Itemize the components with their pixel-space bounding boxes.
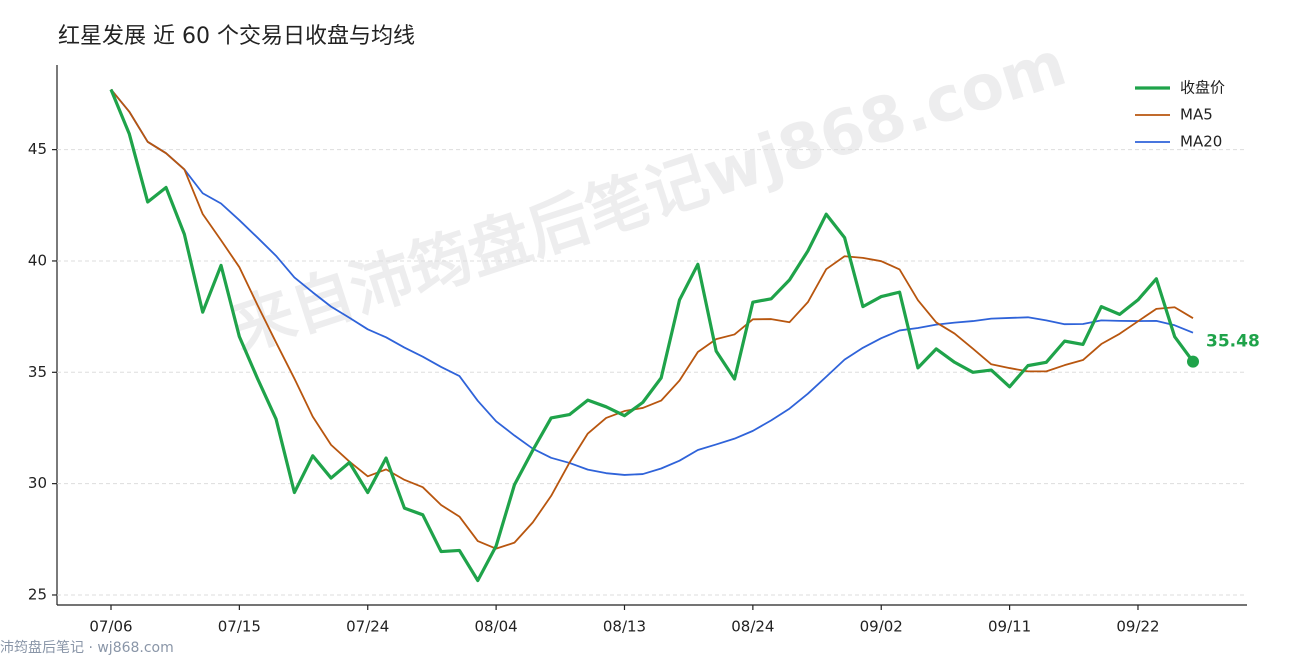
y-tick-label: 35 bbox=[28, 363, 47, 381]
x-tick-label: 07/06 bbox=[89, 618, 132, 636]
legend-label: 收盘价 bbox=[1180, 79, 1225, 97]
x-tick-label: 07/24 bbox=[346, 618, 389, 636]
series-line bbox=[110, 88, 1194, 550]
legend-label: MA20 bbox=[1180, 133, 1222, 151]
x-tick-label: 08/24 bbox=[731, 618, 774, 636]
y-tick-label: 40 bbox=[28, 251, 47, 269]
x-tick-label: 09/22 bbox=[1116, 618, 1159, 636]
end-point bbox=[1187, 355, 1199, 368]
series-line bbox=[109, 88, 1195, 583]
series-line bbox=[110, 88, 1194, 476]
x-tick-label: 08/13 bbox=[603, 618, 646, 636]
footer: 沛筠盘后笔记 · wj868.com bbox=[0, 639, 174, 656]
y-tick-label: 25 bbox=[28, 585, 47, 603]
x-tick-label: 07/15 bbox=[218, 618, 261, 636]
x-tick-label: 09/11 bbox=[988, 618, 1031, 636]
legend-label: MA5 bbox=[1180, 106, 1213, 124]
end-label: 35.48 bbox=[1206, 332, 1260, 352]
y-tick-label: 45 bbox=[28, 140, 47, 158]
watermark: 来自沛筠盘后笔记wj868.com bbox=[223, 26, 1074, 365]
x-tick-label: 09/02 bbox=[860, 618, 903, 636]
x-tick-label: 08/04 bbox=[475, 618, 518, 636]
chart-title: 红星发展 近 60 个交易日收盘与均线 bbox=[58, 24, 415, 49]
y-tick-label: 30 bbox=[28, 474, 47, 492]
